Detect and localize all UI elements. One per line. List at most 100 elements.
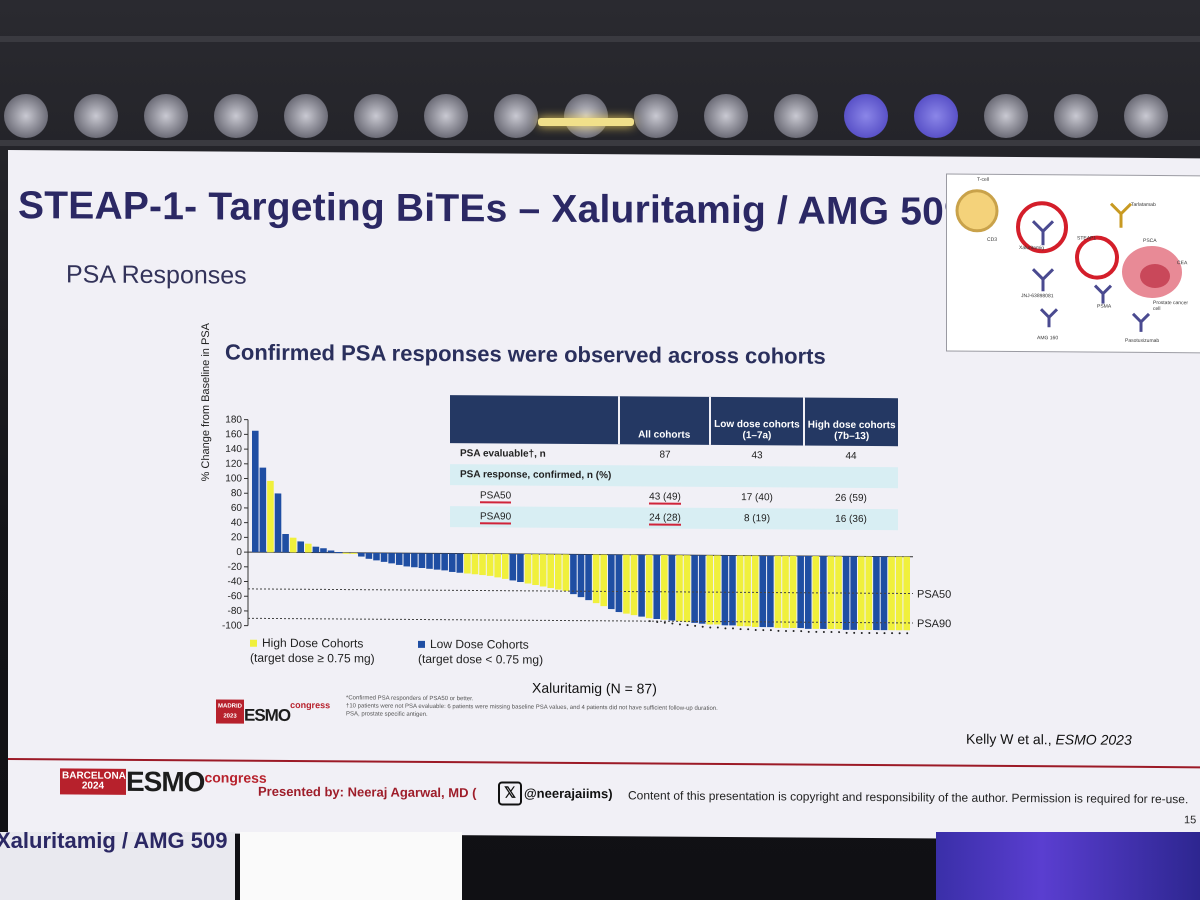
waterfall-bar: [479, 553, 486, 576]
waterfall-bar: [373, 552, 380, 561]
page-number: 15: [1184, 814, 1197, 827]
waterfall-bar: [501, 553, 509, 579]
bar-marker: [754, 629, 757, 632]
waterfall-bar: [585, 554, 592, 601]
copyright-notice: Content of this presentation is copyrigh…: [628, 788, 1189, 807]
stage-light: [284, 94, 328, 138]
table-header-cell: All cohorts: [617, 396, 709, 445]
waterfall-bar: [562, 554, 570, 592]
psa50-all-value: 43 (49): [649, 491, 681, 505]
table-header-row: All cohorts Low dose cohorts (1–7a) High…: [450, 395, 899, 447]
waterfall-bar: [751, 555, 759, 628]
y-tick-label: 0: [236, 547, 242, 558]
waterfall-bar: [274, 493, 282, 553]
bar-marker: [898, 632, 901, 635]
madrid-city-label: MADRID 2023: [216, 699, 244, 724]
bar-marker: [762, 629, 765, 632]
waterfall-bar: [736, 555, 744, 627]
waterfall-bar: [577, 554, 585, 598]
waterfall-bar: [327, 550, 335, 553]
citation-author: Kelly W et al.,: [966, 730, 1056, 748]
mechanism-diagram: T-cell Xaluritamig CD3 STEAP1 Tarlatamab…: [946, 173, 1200, 354]
presentation-slide: STEAP-1- Targeting BiTEs – Xaluritamig /…: [8, 150, 1200, 841]
waterfall-bar: [395, 553, 403, 565]
waterfall-bar: [448, 553, 456, 572]
table-cell: PSA evaluable†, n: [460, 448, 546, 460]
legend-note: (target dose ≥ 0.75 mg): [250, 650, 375, 666]
waterfall-bar: [706, 555, 714, 625]
legend-label: High Dose Cohorts: [262, 635, 364, 651]
citation: Kelly W et al., ESMO 2023: [966, 731, 1132, 748]
y-tick-label: -20: [228, 562, 243, 573]
waterfall-bar: [312, 546, 320, 553]
waterfall-bar: [418, 553, 426, 569]
table-cell: 24 (28): [620, 512, 710, 526]
table-cell: 8 (19): [743, 513, 771, 525]
table-cell: 16 (36): [835, 513, 867, 525]
waterfall-bar: [259, 467, 267, 553]
legend-item-high-dose: High Dose Cohorts (target dose ≥ 0.75 mg…: [250, 636, 410, 667]
bar-marker: [663, 621, 666, 624]
waterfall-bar: [267, 480, 274, 553]
esmo-wordmark: ESMO: [126, 765, 205, 798]
waterfall-bar: [729, 555, 736, 626]
waterfall-bar: [774, 555, 782, 628]
bar-marker: [678, 623, 681, 626]
waterfall-bar: [350, 552, 358, 554]
slide-footnotes: *Confirmed PSA responders of PSA50 or be…: [346, 694, 718, 721]
waterfall-bar: [547, 554, 554, 589]
table-cell: [620, 476, 710, 477]
stage-light: [4, 94, 48, 138]
waterfall-bar: [570, 554, 577, 595]
stage-light: [774, 94, 818, 138]
table-cell: 26 (59): [835, 492, 867, 504]
bar-marker: [694, 624, 697, 627]
bar-marker: [891, 632, 894, 635]
waterfall-bar: [494, 553, 501, 578]
waterfall-bar: [638, 554, 645, 617]
waterfall-bar: [888, 556, 895, 631]
stage-light: [144, 94, 188, 138]
bar-marker: [769, 629, 772, 632]
citation-source: ESMO 2023: [1055, 731, 1132, 748]
stage-light: [844, 94, 888, 138]
waterfall-bar: [691, 555, 698, 623]
y-tick-label: 100: [225, 473, 242, 484]
waterfall-bar: [789, 555, 797, 629]
waterfall-bar: [464, 553, 471, 574]
waterfall-bar: [539, 554, 547, 587]
stage-light: [1054, 94, 1098, 138]
waterfall-bar: [683, 555, 691, 623]
stage-light: [74, 94, 118, 138]
x-axis-label: Xaluritamig (N = 87): [532, 679, 657, 697]
waterfall-bars: [252, 430, 911, 635]
waterfall-bar: [903, 556, 911, 631]
psa50-label: PSA50: [480, 490, 512, 504]
waterfall-bar: [767, 555, 774, 628]
y-tick-label: -80: [228, 606, 243, 617]
bar-marker: [860, 631, 863, 634]
waterfall-bar: [471, 553, 479, 575]
mechanism-diagram-graphic: [955, 189, 1182, 332]
waterfall-bar: [403, 553, 411, 567]
waterfall-bar: [365, 552, 373, 559]
table-header-cell: [450, 395, 618, 444]
y-tick-label: 180: [225, 415, 242, 426]
barcelona-city-label: BARCELONA 2024: [60, 768, 126, 795]
stage-light: [914, 94, 958, 138]
waterfall-bar: [305, 543, 312, 553]
stage-light: [424, 94, 468, 138]
y-tick-label: 40: [231, 518, 243, 529]
esmo-2024-logo: BARCELONA 2024 ESMO congress: [60, 765, 267, 798]
bar-marker: [792, 630, 795, 633]
stage-light: [564, 94, 608, 138]
psa90-label: PSA90: [480, 511, 512, 525]
waterfall-bar: [532, 554, 539, 586]
stage-truss: [0, 36, 1200, 42]
table-header-cell: Low dose cohorts (1–7a): [708, 396, 804, 446]
table-cell: 87: [659, 449, 671, 461]
bar-marker: [731, 627, 734, 630]
waterfall-bar: [623, 554, 630, 614]
legend-label: Low Dose Cohorts: [430, 636, 529, 652]
reference-line: [248, 588, 913, 595]
